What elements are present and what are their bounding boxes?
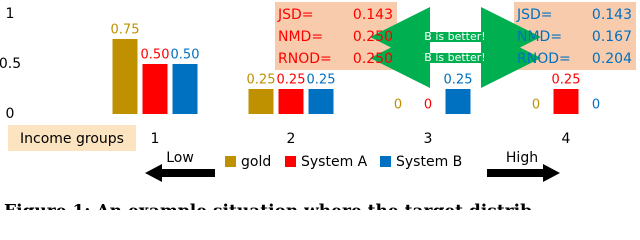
value-label: 0.25 bbox=[444, 73, 473, 88]
metric-name: NMD= bbox=[517, 29, 562, 45]
value-label: 0.50 bbox=[141, 48, 170, 63]
value-label: 0 bbox=[394, 98, 402, 113]
low-label: Low bbox=[166, 150, 194, 166]
x-tick-label: 3 bbox=[424, 131, 433, 147]
value-label: 0.25 bbox=[552, 73, 581, 88]
metric-value: 0.250 bbox=[353, 29, 393, 45]
bar bbox=[445, 89, 471, 114]
value-label: 0 bbox=[424, 98, 432, 113]
bar bbox=[248, 89, 274, 114]
metric-value: 0.143 bbox=[353, 7, 393, 23]
value-label: 0 bbox=[592, 98, 600, 113]
bar bbox=[553, 89, 579, 114]
x-label-box bbox=[8, 125, 136, 151]
bar bbox=[278, 89, 304, 114]
x-tick-label: 1 bbox=[151, 131, 160, 147]
legend-swatch bbox=[225, 156, 236, 167]
value-label: 0.50 bbox=[171, 48, 200, 63]
metric-value: 0.167 bbox=[592, 29, 632, 45]
chart: Income groups Low High B is better! B is… bbox=[0, 2, 636, 211]
metric-name: RNOD= bbox=[278, 51, 332, 67]
high-arrow bbox=[487, 164, 560, 182]
value-label: 0.75 bbox=[111, 23, 140, 38]
compare-label: B is better! bbox=[424, 30, 485, 43]
page: Income groups Low High B is better! B is… bbox=[0, 2, 636, 211]
bar bbox=[142, 64, 168, 114]
low-arrow bbox=[145, 164, 215, 182]
y-tick-label: 0.5 bbox=[0, 56, 21, 72]
x-tick-label: 2 bbox=[287, 131, 296, 147]
value-label: 0 bbox=[532, 98, 540, 113]
metric-name: JSD= bbox=[277, 7, 314, 23]
legend-label: System A bbox=[301, 154, 368, 170]
high-label: High bbox=[506, 150, 538, 166]
value-label: 0.25 bbox=[247, 73, 276, 88]
value-label: 0.25 bbox=[277, 73, 306, 88]
x-tick-label: 4 bbox=[562, 131, 571, 147]
legend-label: gold bbox=[241, 154, 271, 170]
compare-label: B is better! bbox=[424, 51, 485, 64]
metric-name: RNOD= bbox=[517, 51, 571, 67]
bar bbox=[112, 39, 138, 114]
metric-value: 0.250 bbox=[353, 51, 393, 67]
legend-label: System B bbox=[396, 154, 462, 170]
bar bbox=[308, 89, 334, 114]
caption: Figure 1: An example situation where the… bbox=[4, 202, 532, 211]
metric-value: 0.143 bbox=[592, 7, 632, 23]
metric-name: JSD= bbox=[516, 7, 553, 23]
bar bbox=[172, 64, 198, 114]
x-label: Income groups bbox=[20, 131, 124, 147]
value-label: 0.25 bbox=[307, 73, 336, 88]
metric-name: NMD= bbox=[278, 29, 323, 45]
y-tick-label: 1 bbox=[6, 6, 15, 22]
legend-swatch bbox=[380, 156, 391, 167]
legend-swatch bbox=[285, 156, 296, 167]
y-tick-label: 0 bbox=[6, 106, 15, 122]
metric-value: 0.204 bbox=[592, 51, 632, 67]
